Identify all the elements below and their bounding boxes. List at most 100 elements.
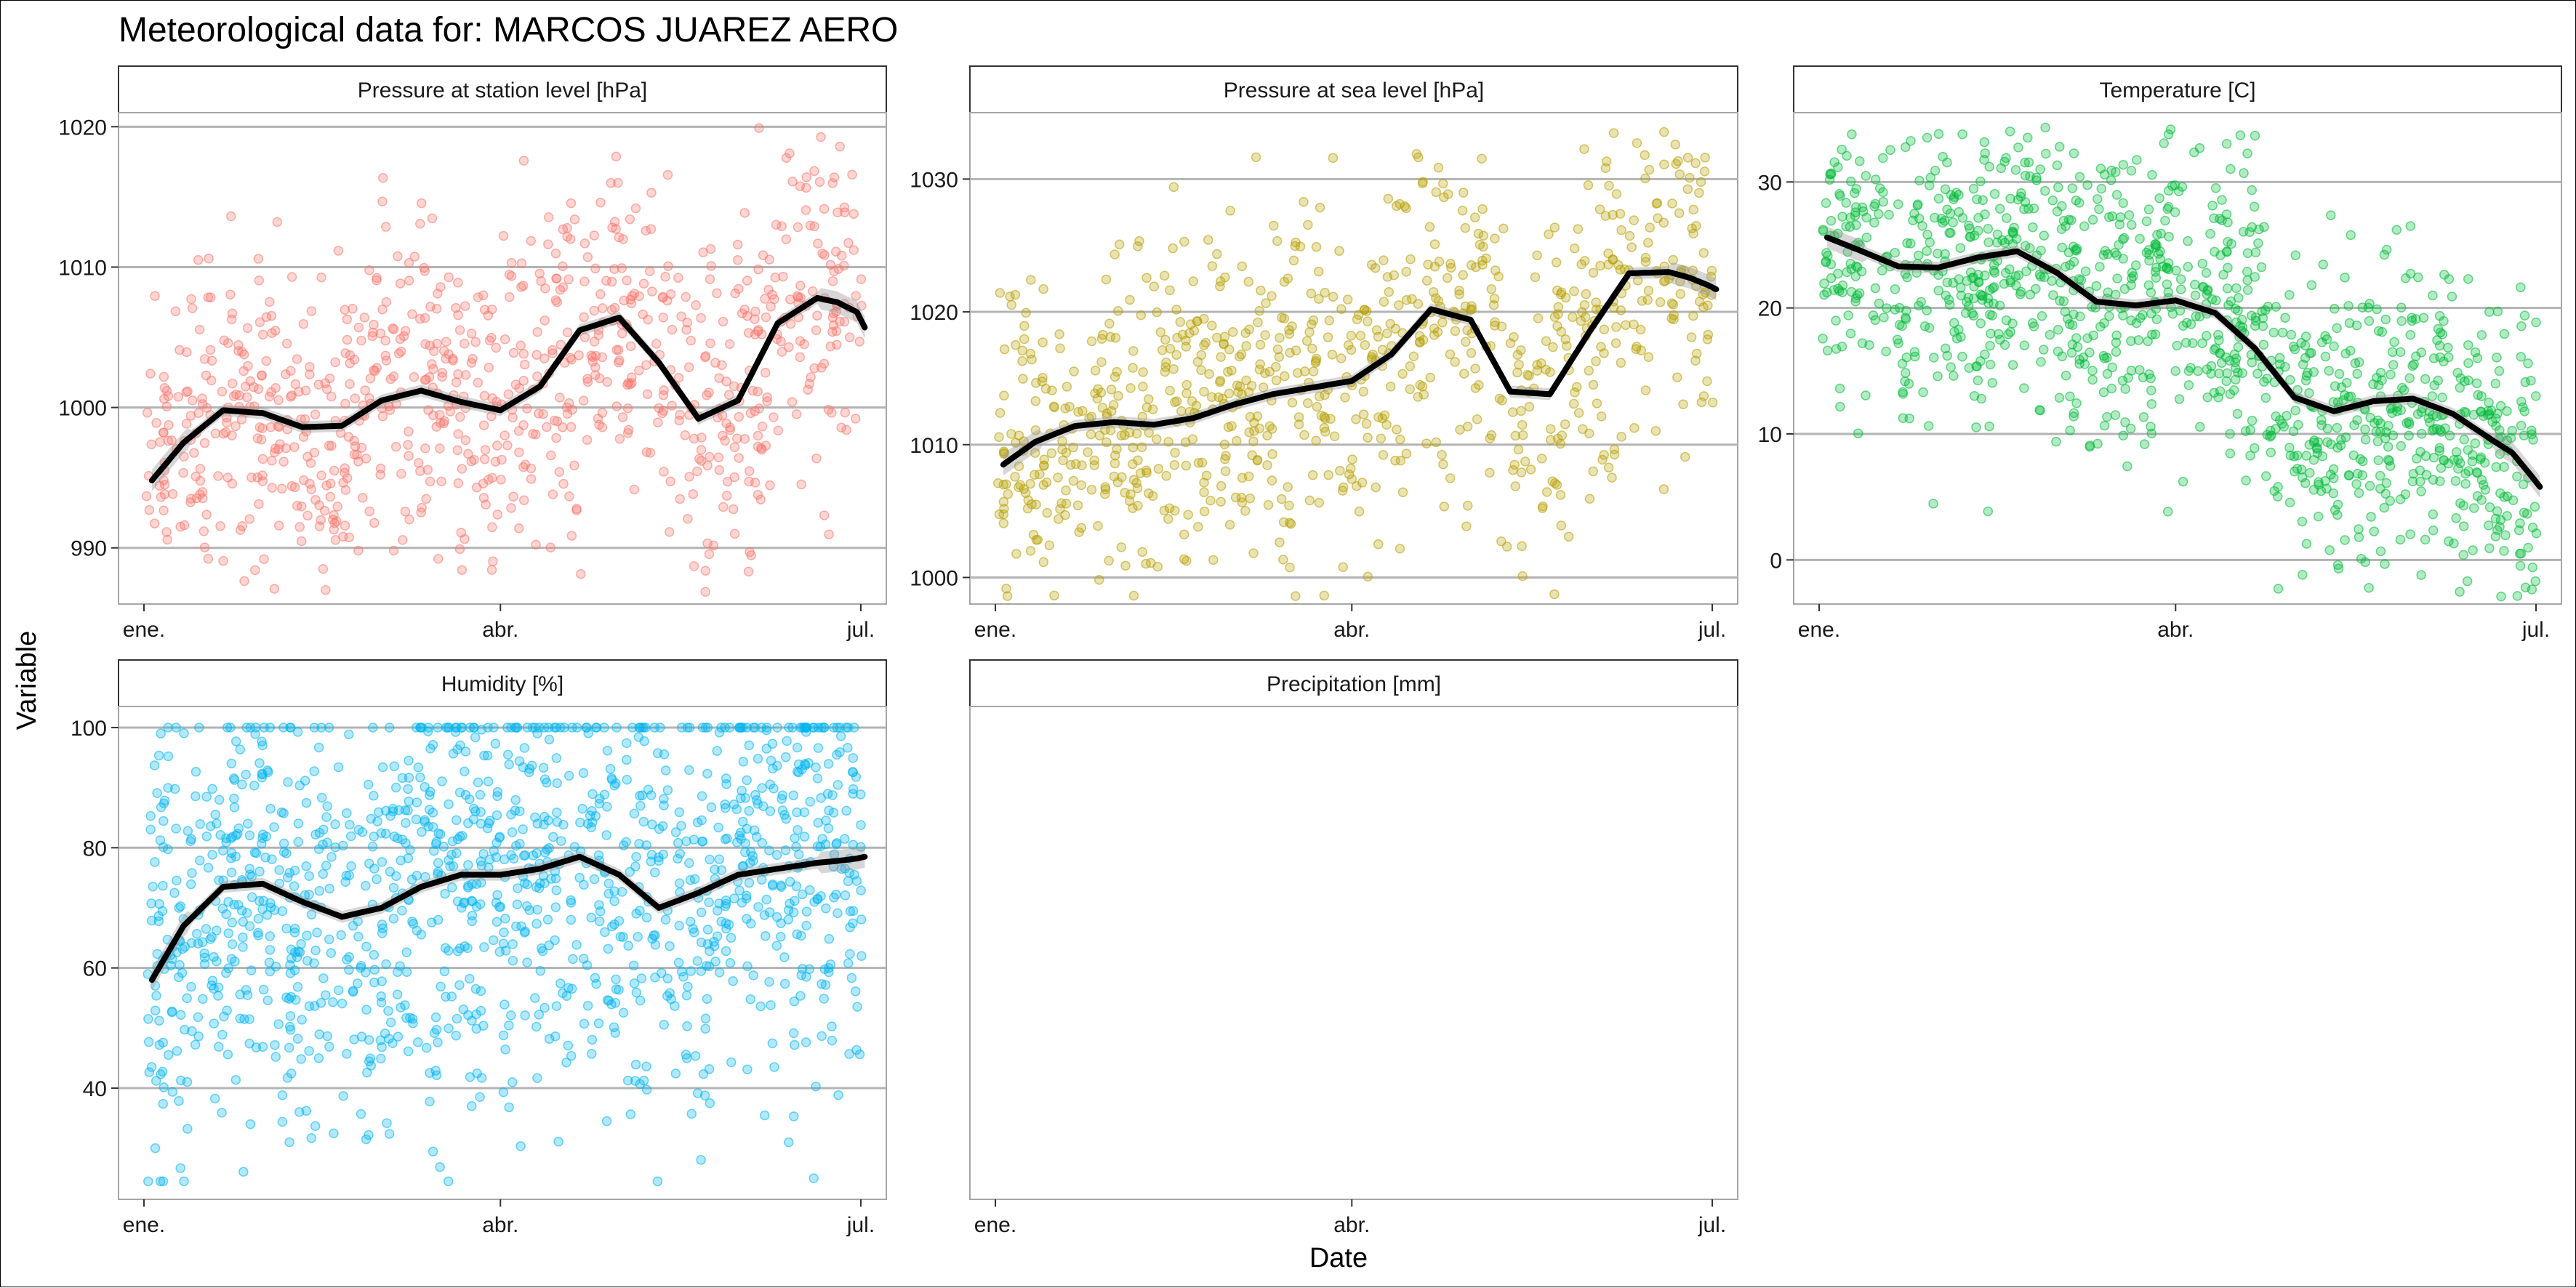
data-point xyxy=(1377,345,1388,355)
data-point xyxy=(534,268,545,279)
data-point xyxy=(582,960,593,970)
data-point xyxy=(600,927,610,938)
data-point xyxy=(1219,439,1230,450)
data-point xyxy=(998,518,1009,528)
data-point xyxy=(2019,383,2029,393)
data-point xyxy=(1833,268,1843,279)
data-point xyxy=(2154,193,2164,204)
data-point xyxy=(1496,536,1506,547)
data-point xyxy=(251,848,262,858)
facet-strip xyxy=(969,65,1738,113)
data-point xyxy=(700,352,710,363)
data-point xyxy=(2242,248,2253,259)
data-point xyxy=(1320,427,1331,437)
data-point xyxy=(225,723,236,733)
data-point xyxy=(185,836,196,847)
data-point xyxy=(2020,197,2031,207)
data-point xyxy=(2351,479,2362,489)
data-point xyxy=(2111,190,2122,200)
data-point xyxy=(2106,175,2116,185)
data-point xyxy=(2346,345,2356,356)
data-point xyxy=(270,962,281,972)
data-point xyxy=(475,1092,485,1102)
data-point xyxy=(454,325,465,335)
data-point xyxy=(1516,467,1527,478)
data-point xyxy=(2300,375,2311,386)
data-point xyxy=(692,466,702,477)
data-point xyxy=(1546,435,1556,446)
data-point xyxy=(1245,493,1256,504)
data-point xyxy=(2245,451,2255,461)
data-point xyxy=(738,861,749,872)
data-point xyxy=(532,326,542,337)
data-point xyxy=(244,921,255,931)
data-point xyxy=(2151,262,2162,273)
data-point xyxy=(1967,273,1978,283)
data-point xyxy=(2188,338,2198,348)
data-point xyxy=(424,372,435,382)
data-point xyxy=(179,728,189,738)
data-point xyxy=(1490,321,1500,331)
data-point xyxy=(539,811,550,822)
data-point xyxy=(838,260,849,271)
data-point xyxy=(847,169,857,180)
data-point xyxy=(2028,222,2038,233)
data-point xyxy=(504,1102,514,1113)
data-point xyxy=(728,504,739,515)
data-point xyxy=(2099,420,2110,431)
data-point xyxy=(2174,394,2185,404)
data-point xyxy=(1640,385,1651,395)
data-point xyxy=(158,1037,169,1048)
data-point xyxy=(321,861,332,871)
data-point xyxy=(787,723,798,733)
data-point xyxy=(586,822,596,833)
data-point xyxy=(356,962,366,973)
data-point xyxy=(2069,257,2079,267)
data-point xyxy=(2151,273,2162,283)
data-point xyxy=(330,535,341,545)
data-point xyxy=(994,432,1004,443)
data-point xyxy=(791,409,802,419)
data-point xyxy=(1877,265,1887,276)
data-point xyxy=(674,920,684,931)
data-point xyxy=(1688,204,1698,215)
data-point xyxy=(2183,236,2193,246)
data-point xyxy=(1956,290,1967,301)
data-point xyxy=(725,422,735,432)
data-point xyxy=(475,789,486,800)
data-point xyxy=(1199,478,1209,488)
data-point xyxy=(329,465,340,476)
data-point xyxy=(384,401,394,411)
data-point xyxy=(776,882,787,892)
data-point xyxy=(253,254,264,264)
data-point xyxy=(777,794,787,804)
data-point xyxy=(1942,350,1952,361)
data-point xyxy=(2250,130,2260,141)
data-point xyxy=(1608,128,1619,138)
data-point xyxy=(238,1167,249,1177)
data-point xyxy=(522,723,533,733)
data-point xyxy=(2520,582,2531,592)
data-point xyxy=(2516,396,2527,407)
data-point xyxy=(1837,212,1847,222)
data-point xyxy=(170,306,181,317)
data-point xyxy=(167,488,178,499)
data-point xyxy=(851,291,861,301)
data-point xyxy=(1989,267,2000,278)
data-point xyxy=(2396,405,2406,415)
data-point xyxy=(2031,172,2042,183)
data-point xyxy=(1243,276,1254,287)
data-point xyxy=(210,428,221,439)
data-point xyxy=(431,422,442,432)
data-point xyxy=(2523,542,2533,553)
data-point xyxy=(1845,329,1856,339)
data-point xyxy=(1553,302,1564,313)
data-point xyxy=(1703,300,1713,310)
data-point xyxy=(1851,184,1861,194)
data-point xyxy=(1640,173,1650,184)
facet-strip-label: Humidity [%] xyxy=(441,672,563,696)
data-point xyxy=(286,272,297,282)
data-point xyxy=(227,939,238,949)
data-point xyxy=(2304,387,2314,398)
data-point xyxy=(539,315,550,326)
